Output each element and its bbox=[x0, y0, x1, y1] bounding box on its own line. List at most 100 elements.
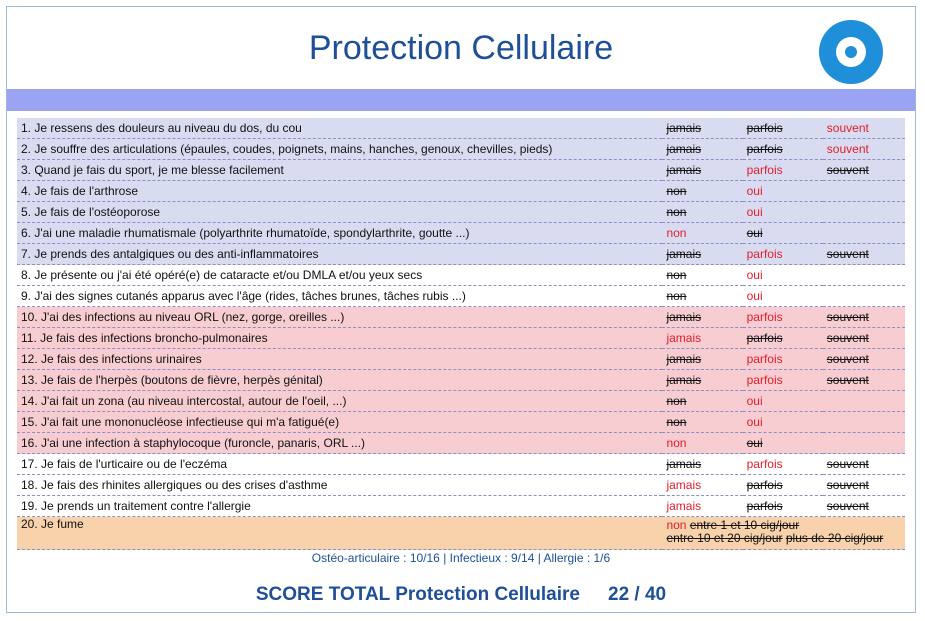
answer-option[interactable]: parfois bbox=[746, 478, 783, 492]
answer-option[interactable]: parfois bbox=[746, 499, 783, 513]
answer-option[interactable]: jamais bbox=[666, 142, 702, 156]
answer-option[interactable]: souvent bbox=[826, 352, 869, 366]
answer-option[interactable]: jamais bbox=[666, 163, 702, 177]
answer-option[interactable]: parfois bbox=[746, 121, 783, 135]
answer-option[interactable]: jamais bbox=[666, 310, 702, 324]
answer-option-selected[interactable]: oui bbox=[746, 394, 763, 408]
answer-option[interactable]: jamais bbox=[666, 352, 702, 366]
question-row: 3. Quand je fais du sport, je me blesse … bbox=[17, 159, 905, 181]
question-row: 12. Je fais des infections urinaires jama… bbox=[17, 348, 905, 370]
answer-option[interactable]: non bbox=[666, 394, 687, 408]
answer-cell: souvent bbox=[822, 453, 905, 475]
answer-option[interactable]: non bbox=[666, 289, 687, 303]
answer-cell: non bbox=[662, 432, 743, 454]
answer-option[interactable]: parfois bbox=[746, 142, 783, 156]
answer-option[interactable]: jamais bbox=[666, 247, 702, 261]
answer-cell: parfois bbox=[742, 348, 823, 370]
answer-option-selected[interactable]: jamais bbox=[666, 331, 702, 345]
answer-cell bbox=[822, 264, 905, 286]
answer-option-selected[interactable]: non bbox=[666, 436, 687, 450]
answer-option-selected[interactable]: jamais bbox=[666, 499, 702, 513]
answer-option-selected[interactable]: oui bbox=[746, 415, 763, 429]
answer-option-selected[interactable]: non bbox=[666, 518, 687, 532]
score-total: SCORE TOTAL Protection Cellulaire 22 / 40 bbox=[7, 584, 915, 606]
answer-option-selected[interactable]: souvent bbox=[826, 142, 869, 156]
answer-option-selected[interactable]: parfois bbox=[746, 352, 783, 366]
answer-option-selected[interactable]: parfois bbox=[746, 310, 783, 324]
answer-cell: souvent bbox=[822, 243, 905, 265]
answer-option-selected[interactable]: oui bbox=[746, 184, 763, 198]
answer-cell: jamais bbox=[662, 243, 743, 265]
answer-cell: parfois bbox=[742, 118, 823, 139]
question-text: 5. Je fais de l'ostéoporose bbox=[17, 201, 663, 223]
question-row: 19. Je prends un traitement contre l'all… bbox=[17, 495, 905, 517]
answer-option[interactable]: non bbox=[666, 415, 687, 429]
answer-option[interactable]: non bbox=[666, 184, 687, 198]
answer-option[interactable]: non bbox=[666, 268, 687, 282]
answer-option[interactable]: souvent bbox=[826, 331, 869, 345]
question-row: 7. Je prends des antalgiques ou des anti… bbox=[17, 243, 905, 265]
answer-cell bbox=[822, 432, 905, 454]
answer-option-selected[interactable]: parfois bbox=[746, 247, 783, 261]
answer-cell: oui bbox=[742, 222, 823, 244]
answer-option[interactable]: souvent bbox=[826, 478, 869, 492]
answer-cell: jamais bbox=[662, 348, 743, 370]
question-row-smoking: 20. Je fume non entre 1 et 10 cig/jour ent… bbox=[17, 516, 905, 550]
answer-option[interactable]: parfois bbox=[746, 331, 783, 345]
answer-option[interactable]: oui bbox=[746, 226, 763, 240]
answer-cell bbox=[822, 201, 905, 223]
answer-option[interactable]: jamais bbox=[666, 373, 702, 387]
answer-option-selected[interactable]: oui bbox=[746, 268, 763, 282]
answer-option[interactable]: entre 1 et 10 cig/jour bbox=[689, 518, 800, 532]
answer-cell: oui bbox=[742, 390, 823, 412]
answer-cell: oui bbox=[742, 264, 823, 286]
answer-option-selected[interactable]: parfois bbox=[746, 163, 783, 177]
question-text: 1. Je ressens des douleurs au niveau du … bbox=[17, 118, 663, 139]
answer-cell: parfois bbox=[742, 495, 823, 517]
answer-option[interactable]: souvent bbox=[826, 310, 869, 324]
answer-cell: parfois bbox=[742, 453, 823, 475]
eye-target-icon bbox=[819, 20, 883, 84]
question-row: 6. J'ai une maladie rhumatismale (polyar… bbox=[17, 222, 905, 244]
question-row: 18. Je fais des rhinites allergiques ou … bbox=[17, 474, 905, 496]
answer-option[interactable]: non bbox=[666, 205, 687, 219]
question-row: 4. Je fais de l'arthrose non oui bbox=[17, 180, 905, 202]
answer-option[interactable]: souvent bbox=[826, 247, 869, 261]
question-row: 14. J'ai fait un zona (au niveau interco… bbox=[17, 390, 905, 412]
score-label: SCORE TOTAL Protection Cellulaire bbox=[255, 584, 580, 605]
answer-option[interactable]: souvent bbox=[826, 499, 869, 513]
answer-option-selected[interactable]: non bbox=[666, 226, 687, 240]
category-summary: Ostéo-articulaire : 10/16 | Infectieux :… bbox=[311, 551, 611, 565]
answer-cell: souvent bbox=[822, 474, 905, 496]
answer-option[interactable]: souvent bbox=[826, 457, 869, 471]
answer-option[interactable]: jamais bbox=[666, 121, 702, 135]
answer-option[interactable]: oui bbox=[746, 436, 763, 450]
answer-option-selected[interactable]: souvent bbox=[826, 121, 869, 135]
answer-option-selected[interactable]: parfois bbox=[746, 457, 783, 471]
answer-cell: parfois bbox=[742, 159, 823, 181]
question-row: 13. Je fais de l'herpès (boutons de fièv… bbox=[17, 369, 905, 391]
question-text: 20. Je fume bbox=[17, 516, 663, 550]
answer-cell: non bbox=[662, 201, 743, 223]
answer-option[interactable]: entre 10 et 20 cig/jour bbox=[666, 531, 783, 545]
answer-cell bbox=[822, 390, 905, 412]
answer-option-selected[interactable]: parfois bbox=[746, 373, 783, 387]
smoking-options-line: entre 10 et 20 cig/jour plus de 20 cig/j… bbox=[666, 532, 901, 545]
answer-cell: souvent bbox=[822, 118, 905, 139]
question-row: 1. Je ressens des douleurs au niveau du … bbox=[17, 118, 905, 139]
answer-option[interactable]: plus de 20 cig/jour bbox=[785, 531, 884, 545]
question-text: 12. Je fais des infections urinaires bbox=[17, 348, 663, 370]
answer-cell: jamais bbox=[662, 138, 743, 160]
logo-ring bbox=[836, 37, 866, 67]
answer-option-selected[interactable]: jamais bbox=[666, 478, 702, 492]
answer-option-selected[interactable]: oui bbox=[746, 289, 763, 303]
answer-option[interactable]: souvent bbox=[826, 163, 869, 177]
question-text: 11. Je fais des infections broncho-pulmo… bbox=[17, 327, 663, 349]
answer-cell: souvent bbox=[822, 348, 905, 370]
answer-cell: parfois bbox=[742, 327, 823, 349]
question-text: 3. Quand je fais du sport, je me blesse … bbox=[17, 159, 663, 181]
answer-option[interactable]: souvent bbox=[826, 373, 869, 387]
answer-cell: jamais bbox=[662, 118, 743, 139]
answer-option-selected[interactable]: oui bbox=[746, 205, 763, 219]
answer-option[interactable]: jamais bbox=[666, 457, 702, 471]
